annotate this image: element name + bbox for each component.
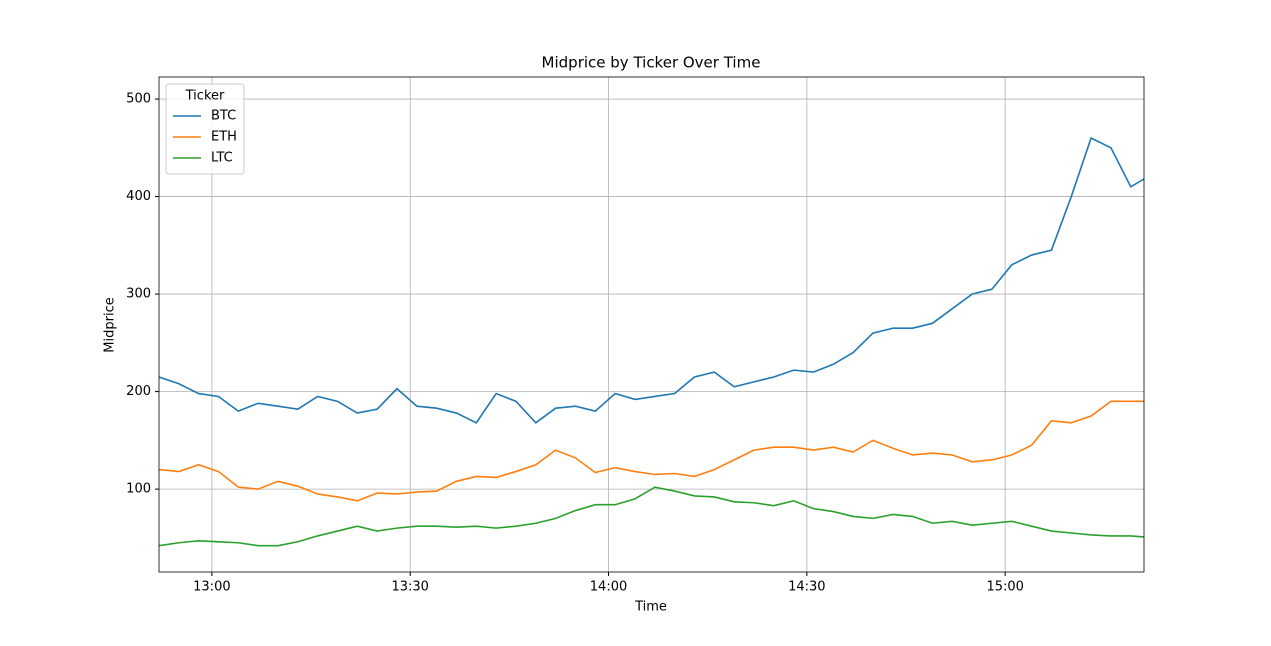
y-tick-label: 300 [126,287,151,302]
legend-label: ETH [211,130,237,145]
legend-label: BTC [211,109,236,124]
line [158,400,1144,502]
y-tick-label: 500 [126,92,151,107]
plot-frame [158,76,1145,573]
x-tick-label: 14:00 [590,580,627,595]
y-axis-label: Midprice [103,297,118,352]
legend-label: LTC [211,151,233,166]
legend-title: Ticker [185,89,225,104]
x-tick-label: 13:30 [391,580,428,595]
legend-box [165,83,245,175]
y-tick-label: 400 [126,189,151,204]
chart-title: Midprice by Ticker Over Time [542,54,761,72]
y-tick-label: 100 [126,482,151,497]
line [158,486,1145,547]
x-tick-label: 13:00 [193,580,230,595]
x-axis-label: Time [634,600,667,615]
line [158,136,1145,424]
x-tick-label: 14:30 [788,580,825,595]
x-tick-label: 15:00 [986,580,1023,595]
y-tick-label: 200 [126,384,151,399]
